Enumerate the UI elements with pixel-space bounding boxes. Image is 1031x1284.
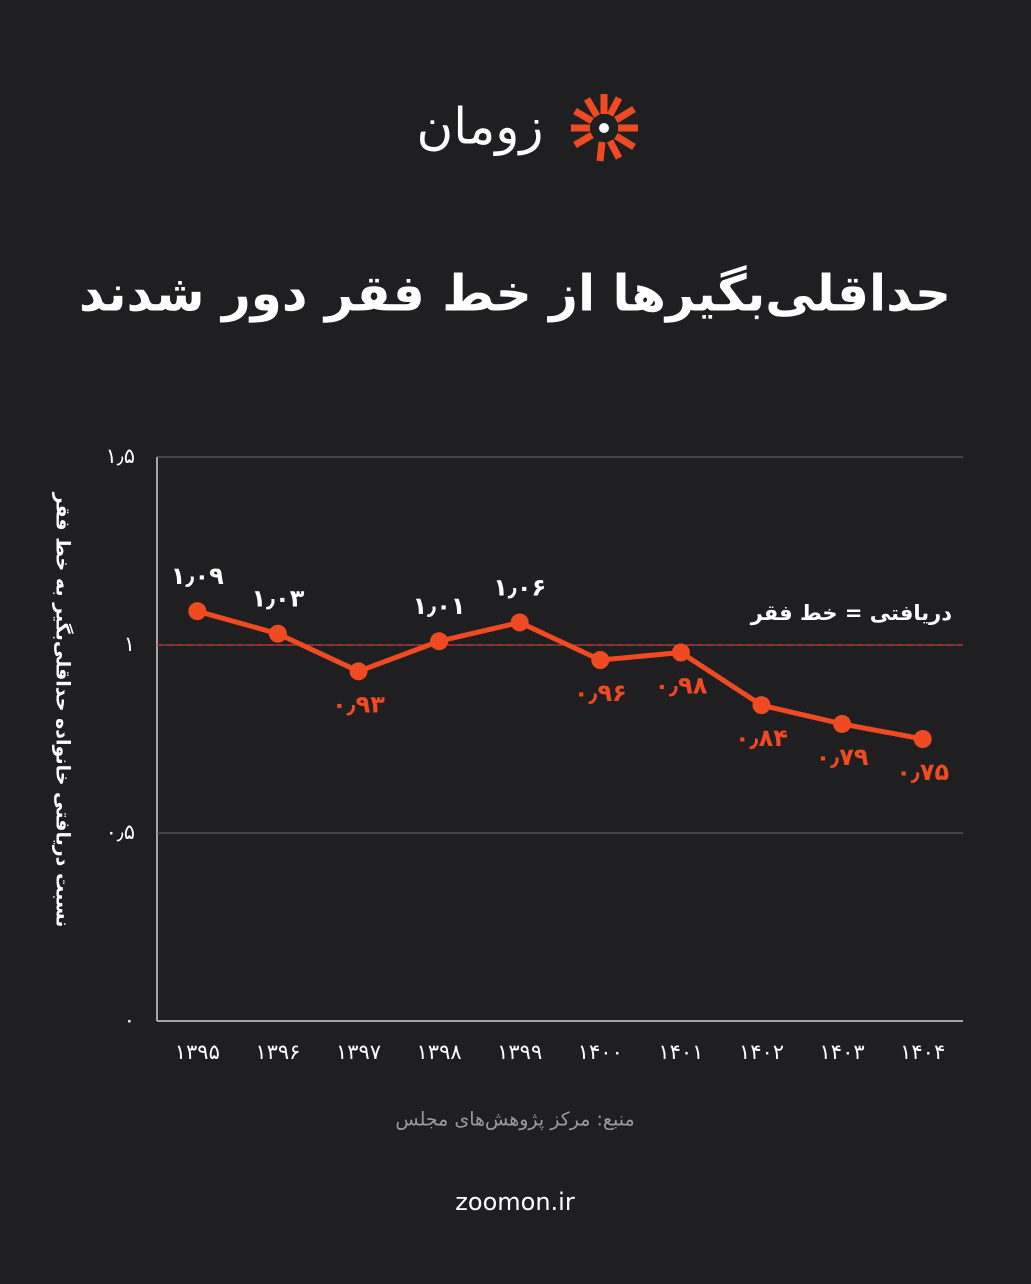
chart-title: حداقلی‌بگیرها از خط فقر دور شدند bbox=[79, 265, 951, 324]
x-tick-label: ۱۳۹۸ bbox=[417, 1040, 462, 1064]
data-label: ۰٫۹۶ bbox=[574, 679, 627, 707]
data-line bbox=[196, 608, 924, 742]
data-point bbox=[188, 602, 207, 621]
x-tick-label: ۱۴۰۳ bbox=[820, 1040, 865, 1064]
data-point bbox=[833, 714, 852, 733]
data-point bbox=[510, 613, 529, 632]
x-tick-label: ۱۴۰۲ bbox=[739, 1040, 784, 1064]
data-label: ۱٫۰۶ bbox=[493, 573, 546, 601]
logo-icon bbox=[571, 94, 638, 162]
y-tick-label: ۱٫۵ bbox=[106, 444, 135, 468]
x-tick-label: ۱۴۰۱ bbox=[658, 1040, 703, 1064]
y-tick-label: ۱ bbox=[124, 632, 135, 656]
x-tick-label: ۱۳۹۷ bbox=[336, 1040, 381, 1064]
data-label: ۰٫۷۵ bbox=[896, 758, 949, 786]
website: zoomon.ir bbox=[455, 1188, 575, 1216]
data-point bbox=[671, 643, 690, 662]
data-label: ۱٫۰۹ bbox=[171, 562, 224, 590]
data-label: ۰٫۸۴ bbox=[735, 724, 788, 752]
data-label: ۰٫۷۹ bbox=[816, 743, 869, 771]
data-point bbox=[349, 662, 368, 681]
data-label: ۱٫۰۳ bbox=[251, 585, 304, 613]
data-label: ۰٫۹۳ bbox=[332, 690, 385, 718]
data-point bbox=[752, 696, 771, 715]
data-point bbox=[913, 730, 932, 748]
y-tick-label: ۰ bbox=[124, 1008, 135, 1032]
x-tick-label: ۱۳۹۵ bbox=[175, 1040, 220, 1064]
logo-dot bbox=[599, 123, 609, 133]
data-point bbox=[430, 632, 449, 651]
data-point bbox=[591, 651, 610, 670]
data-label: ۰٫۹۸ bbox=[654, 672, 707, 700]
x-tick-label: ۱۳۹۶ bbox=[255, 1040, 300, 1064]
source: منبع: مرکز پژوهش‌های مجلس bbox=[395, 1109, 634, 1131]
brand: زومان bbox=[416, 98, 543, 157]
data-label: ۱٫۰۱ bbox=[413, 592, 466, 620]
data-point bbox=[268, 624, 287, 643]
x-tick-label: ۱۴۰۰ bbox=[578, 1040, 623, 1064]
x-tick-label: ۱۴۰۴ bbox=[900, 1040, 945, 1064]
y-tick-label: ۰٫۵ bbox=[106, 820, 135, 844]
y-axis-label: نسبت دریافتی خانواده حداقلی‌بگیر به خط ف… bbox=[52, 492, 75, 928]
annotation: دریافتی = خط فقر bbox=[750, 601, 953, 625]
x-tick-label: ۱۳۹۹ bbox=[497, 1040, 542, 1064]
